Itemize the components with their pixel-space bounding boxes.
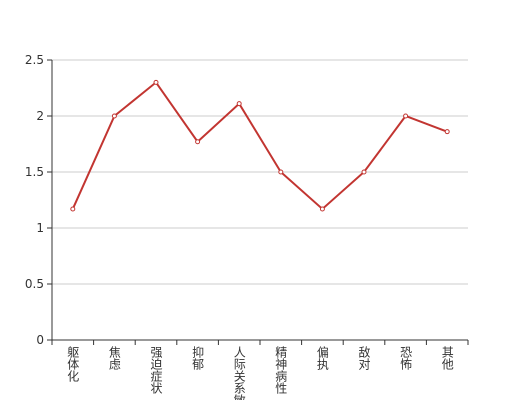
y-tick-label: 2.5	[25, 53, 44, 67]
y-tick-label: 0	[36, 333, 44, 347]
y-tick-label: 1.5	[25, 165, 44, 179]
line	[71, 80, 448, 211]
x-tick-label: 敌对	[357, 345, 371, 370]
x-tick-label: 抑郁	[191, 345, 205, 371]
point	[361, 169, 367, 175]
x-tick-label: 强迫症状	[149, 346, 163, 394]
point	[70, 206, 76, 212]
point	[236, 101, 242, 107]
y-tick-label: 0.5	[25, 277, 44, 291]
x-tick-label: 偏执	[315, 345, 329, 371]
point	[319, 206, 325, 212]
point	[278, 169, 284, 175]
y-tick-label: 1	[36, 221, 44, 235]
point	[444, 129, 450, 135]
x-tick-label: 精神病性	[274, 346, 288, 395]
x-tick-label: 焦虑	[107, 346, 121, 370]
x-tick-label: 其他	[440, 346, 454, 370]
point	[153, 79, 159, 85]
point	[195, 139, 201, 145]
x-tick-label: 人际关系敏感	[232, 346, 246, 400]
y-tick-label: 2	[36, 109, 44, 123]
point	[403, 113, 409, 119]
point	[111, 113, 117, 119]
x-tick-label: 恐怖	[399, 346, 413, 370]
x-tick-label: 躯体化	[66, 345, 80, 383]
